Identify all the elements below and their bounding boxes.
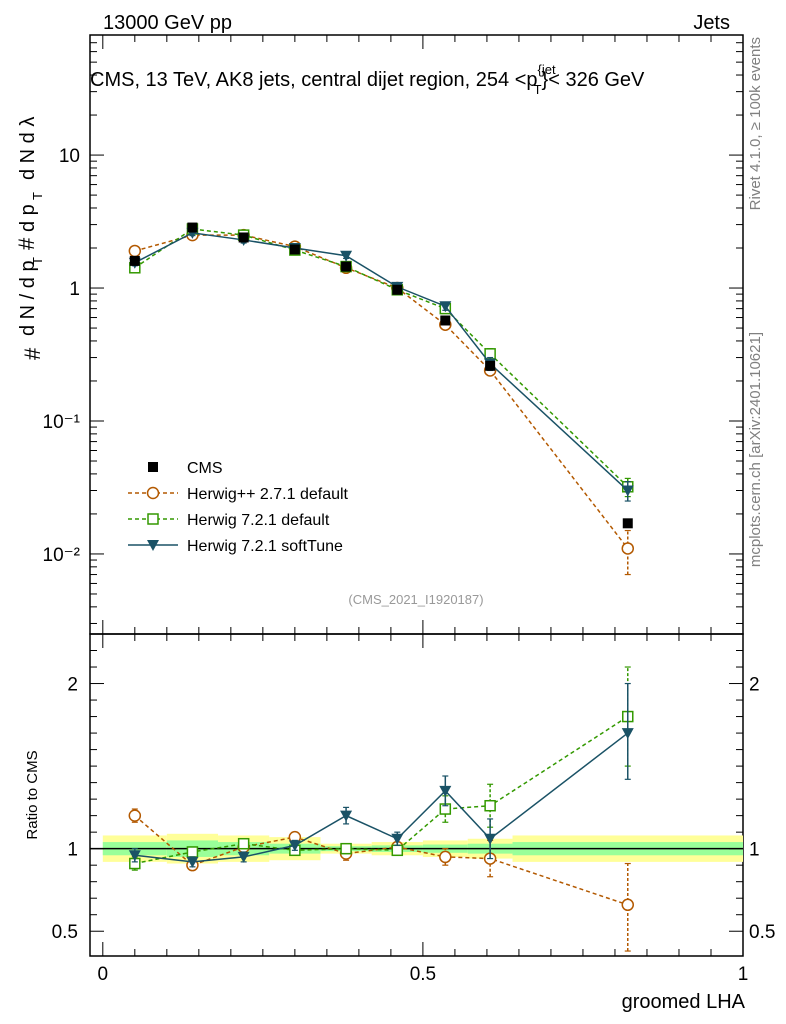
energy-label: 13000 GeV pp (103, 12, 232, 34)
herwig-7-2-1-default-line (134, 228, 629, 488)
legend-herwig-7-2-1-softtune-label: Herwig 7.2.1 softTune (187, 538, 343, 555)
legend: CMS Herwig++ 2.7.1 default Herwig 7.2.1 de… (128, 460, 349, 555)
title-suffix: }< 326 GeV (542, 69, 646, 91)
herwig-7-2-1-softtune-point (621, 728, 634, 740)
y-tick-label: 10 (59, 146, 80, 167)
herwig-2-7-1-default-point (621, 898, 635, 912)
legend-herwig-7-2-1-default-label: Herwig 7.2.1 default (187, 512, 330, 529)
herwig-7-2-1-default-point (484, 799, 496, 812)
mcplots-label: mcplots.cern.ch [arXiv:2401.10621] (747, 332, 764, 567)
y-label-sub-t2: T (30, 192, 45, 200)
ratio-y-tick-label-right: 1 (749, 840, 760, 861)
herwig-2-7-1-default-point (621, 542, 635, 555)
cms-point (440, 315, 451, 326)
cms-point (622, 518, 633, 529)
analysis-watermark: (CMS_2021_I1920187) (348, 592, 483, 607)
herwig-7-2-1-softtune-point (439, 301, 452, 313)
ratio-y-tick-label-right: 0.5 (749, 922, 775, 943)
y-tick-label: 10⁻¹ (43, 412, 81, 433)
ratio-panel-frame (89, 633, 744, 957)
herwig-7-2-1-default-point (186, 846, 199, 858)
herwig-2-7-1-default-point (128, 809, 142, 822)
cms-point (392, 284, 403, 295)
herwig-7-2-1-softtune-line (134, 232, 629, 492)
y-label-dpt: d p (17, 204, 39, 232)
main-axes: 10⁻² 10⁻¹ 1 10 (43, 34, 744, 634)
herwig-2-7-1-default-line (134, 815, 629, 906)
herwig-7-2-1-default-point (340, 842, 352, 855)
title-sup: {jet (538, 62, 556, 77)
y-label-fraction-2: d N / d p (17, 260, 39, 336)
herwig-7-2-1-softtune-point (340, 250, 353, 262)
herwig-7-2-1-softtune-point (484, 833, 497, 845)
herwig-7-2-1-softtune-point (288, 840, 301, 852)
herwig-7-2-1-softtune-point (237, 851, 250, 863)
legend-herwig-2-7-1-default-marker (146, 486, 160, 500)
herwig-7-2-1-softtune-point (340, 810, 353, 822)
x-tick-label: 0 (98, 964, 109, 985)
cms-point (238, 232, 249, 243)
y-tick-label: 1 (69, 279, 80, 300)
main-series (128, 222, 635, 576)
x-axis-label: groomed LHA (622, 991, 746, 1013)
herwig-2-7-1-default-point (439, 850, 452, 864)
y-label-hash: # (14, 237, 39, 250)
title-sub: T (534, 82, 542, 97)
x-tick-label: 1 (738, 964, 749, 985)
cms-point (341, 261, 352, 272)
cms-point (187, 222, 198, 233)
ratio-y-tick-label: 1 (67, 840, 78, 861)
herwig-7-2-1-softtune-point (391, 833, 404, 845)
herwig-7-2-1-softtune-point (621, 485, 634, 497)
legend-cms-label: CMS (187, 460, 223, 477)
cms-point (129, 255, 140, 266)
ratio-y-tick-label: 2 (67, 675, 78, 696)
herwig-7-2-1-softtune-point (128, 850, 141, 862)
x-tick-label: 0.5 (410, 964, 436, 985)
herwig-2-7-1-default-point (128, 244, 142, 258)
ratio-axes: 0 0.5 10.5 0.51 12 2 (52, 634, 775, 985)
herwig-7-2-1-default-point (237, 837, 250, 850)
y-label-sub-t: T (30, 257, 45, 265)
category-label: Jets (693, 12, 730, 34)
title-prefix: CMS, 13 TeV, AK8 jets, central dijet reg… (90, 69, 538, 91)
herwig-7-2-1-default-point (391, 844, 404, 857)
herwig-7-2-1-softtune-point (186, 856, 199, 868)
main-y-axis-label: # d N / d p T # d p T d N d λ (14, 117, 45, 360)
cms-point (289, 244, 300, 255)
y-tick-label: 10⁻² (43, 545, 81, 566)
rivet-label: Rivet 4.1.0, ≥ 100k events (747, 37, 764, 210)
ratio-y-tick-label: 0.5 (52, 922, 78, 943)
y-label-dlambda: d N d λ (17, 117, 39, 180)
ratio-y-tick-label-right: 2 (749, 675, 760, 696)
legend-herwig-7-2-1-default-marker (147, 513, 159, 525)
y-label-fraction-1: # (20, 347, 45, 360)
main-title: CMS, 13 TeV, AK8 jets, central dijet reg… (90, 62, 645, 97)
legend-herwig-2-7-1-default-label: Herwig++ 2.7.1 default (187, 486, 349, 503)
legend-cms-marker (148, 462, 158, 472)
cms-point (485, 360, 496, 371)
legend-herwig-7-2-1-softtune-marker (147, 540, 159, 551)
ratio-series (128, 666, 635, 952)
herwig-7-2-1-softtune-point (439, 785, 452, 797)
ratio-y-axis-label: Ratio to CMS (24, 750, 41, 839)
